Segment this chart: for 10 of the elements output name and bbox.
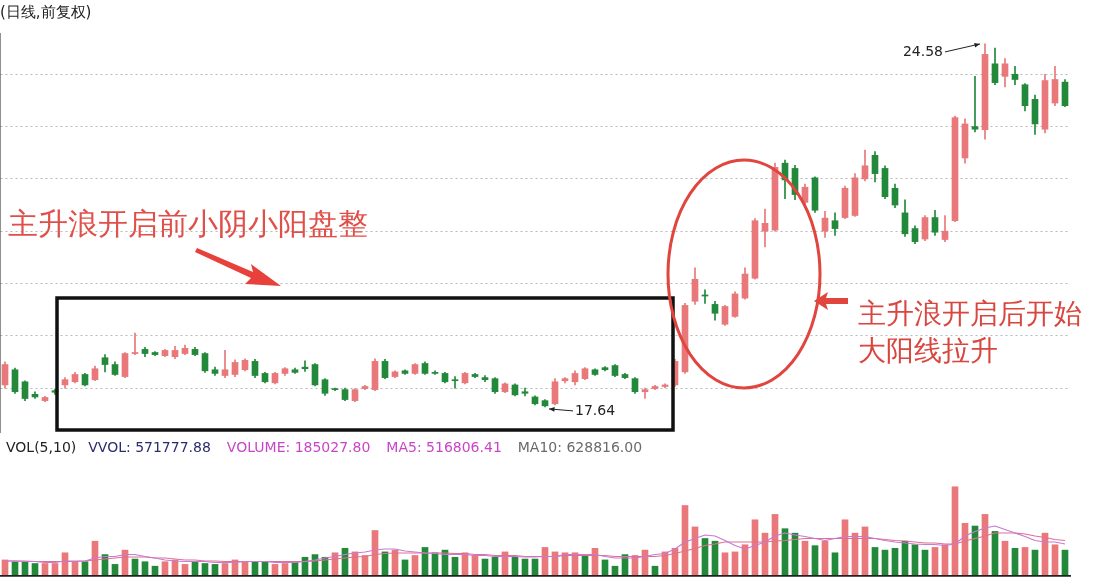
text: MA10: 628816.00	[517, 438, 643, 455]
chart-title: (日线,前复权)	[0, 2, 92, 21]
text: VOLUME: 185027.80	[226, 438, 371, 455]
annotation: 17.64	[575, 401, 616, 418]
text: MA5: 516806.41	[386, 438, 502, 455]
text: VVOL: 571777.88	[88, 438, 211, 455]
chart-title: VOL(5,10)	[6, 438, 77, 455]
annotation: 主升浪开启前小阴小阳盘整	[8, 205, 368, 241]
annotation: 24.58	[902, 42, 944, 59]
annotation: 主升浪开启后开始大阳线拉升	[858, 297, 1082, 367]
